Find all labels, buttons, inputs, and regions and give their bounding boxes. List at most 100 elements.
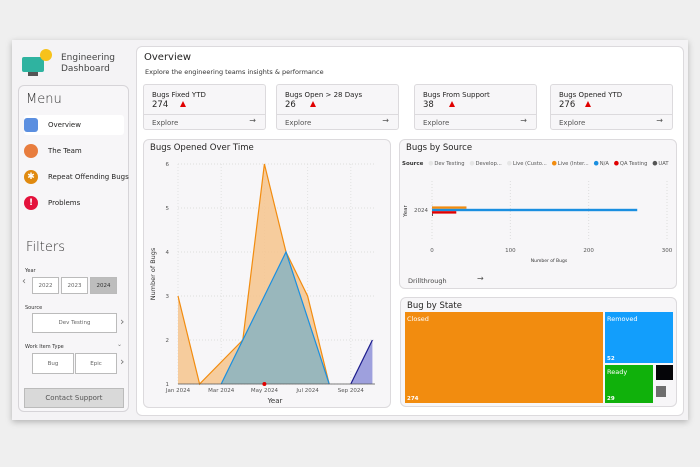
arrow-right-icon[interactable]: → [249,116,256,125]
bugs-by-source-visual: Bugs by Source Drillthrough → [399,139,677,289]
legend-marker [593,160,599,166]
sidebar-item-label: Overview [48,121,81,129]
explore-link[interactable]: Explore [559,119,586,127]
trend-up-icon [449,101,455,107]
treemap-tile-closed[interactable]: Closed 274 [405,312,603,403]
legend-item: Live (Inter... [558,161,589,167]
bar-dev-testing [432,204,433,207]
year-option-2022[interactable]: 2022 [32,277,59,294]
sidebar-item-the-team[interactable]: The Team [24,141,124,161]
bar-n-a [432,208,638,212]
kpi-card-bugs-from-support: Bugs From Support 38 Explore → [414,84,537,130]
legend-marker [428,160,434,166]
work-item-option-bug[interactable]: Bug [32,353,74,374]
explore-link[interactable]: Explore [152,119,179,127]
legend-marker [507,160,512,166]
kpi-card-bugs-opened-ytd: Bugs Opened YTD 276 Explore → [550,84,673,130]
menu-heading: Menu [26,92,62,107]
page-title: Overview [144,52,192,63]
kpi-title: Bugs From Support [423,91,490,99]
kpi-card-bugs-fixed: Bugs Fixed YTD 274 Explore → [143,84,266,130]
sidebar-item-repeat-offending-bugs[interactable]: ✱ Repeat Offending Bugs [24,167,129,187]
sidebar: Menu Overview The Team ✱ Repeat Offendin… [18,85,129,412]
contact-support-button[interactable]: Contact Support [24,388,124,408]
arrow-right-icon[interactable]: → [656,116,663,125]
treemap-tile[interactable] [656,365,673,380]
work-item-type-label: Work Item Type [25,344,64,350]
explore-link[interactable]: Explore [423,119,450,127]
x-tick-label: Jan 2024 [165,388,191,394]
x-tick-label: Mar 2024 [208,388,235,394]
y-tick-label: 2024 [414,208,428,214]
bar-live-inter- [432,206,467,209]
kpi-value: 26 [285,100,296,110]
app-title: Engineering Dashboard [61,53,115,75]
chart-title: Bug by State [407,301,462,311]
filters-heading: Filters [26,240,65,255]
trend-up-icon [585,101,591,107]
x-tick-label: 300 [662,248,673,254]
team-icon [24,144,38,158]
y-tick-label: 4 [166,250,170,256]
y-axis-title: Number of Bugs [149,247,157,300]
sidebar-item-label: The Team [48,147,82,155]
legend-item: UAT [658,161,669,167]
kpi-value: 274 [152,100,169,110]
x-axis-title: Number of Bugs [531,258,568,264]
year-option-2023[interactable]: 2023 [61,277,88,294]
kpi-value: 276 [559,100,576,110]
y-tick-label: 2 [166,338,170,344]
tile-value: 29 [607,396,615,402]
y-tick-label: 1 [166,382,170,388]
year-option-2024[interactable]: 2024 [90,277,117,294]
bug-by-state-treemap: Closed 274 Removed 52 Ready 29 [405,312,673,403]
kpi-title: Bugs Opened YTD [559,91,623,99]
app-title-line1: Engineering [61,53,115,63]
x-tick-label: Jul 2024 [295,388,319,394]
x-tick-label: May 2024 [251,388,279,394]
sidebar-item-problems[interactable]: ! Problems [24,193,124,213]
work-item-option-epic[interactable]: Epic [75,353,117,374]
kpi-card-bugs-open-28-days: Bugs Open > 28 Days 26 Explore → [276,84,399,130]
arrow-right-icon[interactable]: → [520,116,527,125]
source-filter-value[interactable]: Dev Testing [32,313,117,333]
arrow-right-icon[interactable]: → [477,274,484,283]
y-tick-label: 3 [166,294,170,300]
x-tick-label: Sep 2024 [338,388,365,394]
exclamation-icon: ! [24,196,38,210]
sidebar-item-overview[interactable]: Overview [24,115,124,135]
trend-up-icon [180,101,186,107]
line-series-2 [350,339,373,385]
y-axis-title: Year [403,204,409,217]
page-subtitle: Explore the engineering teams insights &… [145,68,324,76]
y-tick-label: 5 [166,206,170,212]
chevron-left-icon[interactable]: ‹ [22,276,26,287]
legend-item: QA Testing [620,161,648,167]
chevron-down-icon[interactable]: ⌄ [117,341,123,348]
legend-marker [652,160,658,166]
x-tick-label: 200 [583,248,594,254]
legend-title: Source [402,161,424,167]
treemap-tile-ready[interactable]: Ready 29 [605,365,653,403]
tile-label: Removed [607,315,638,323]
source-filter-label: Source [25,305,43,311]
kpi-title: Bugs Fixed YTD [152,91,206,99]
arrow-right-icon[interactable]: → [382,116,389,125]
x-axis-title: Year [267,397,283,405]
legend-marker [469,160,475,166]
chevron-right-icon[interactable]: › [120,355,125,368]
trend-up-icon [310,101,316,107]
treemap-tile-removed[interactable]: Removed 52 [605,312,673,363]
sidebar-item-label: Problems [48,199,81,207]
treemap-tile[interactable] [656,386,666,397]
explore-link[interactable]: Explore [285,119,312,127]
data-marker [262,382,267,386]
bugs-by-source-chart: Source Dev Testing Develop... Live (Custo..… [402,160,673,264]
bugs-opened-over-time-chart: 1 2 3 4 5 6 Jan 2024 Mar 2024 May 2024 Jul 2024 Se… [149,162,375,405]
legend-item: Develop... [476,161,503,167]
drillthrough-button[interactable]: Drillthrough [408,277,447,285]
chevron-right-icon[interactable]: › [120,315,125,328]
bug-icon: ✱ [24,170,38,184]
legend-item: Dev Testing [434,161,464,167]
kpi-title: Bugs Open > 28 Days [285,91,363,99]
